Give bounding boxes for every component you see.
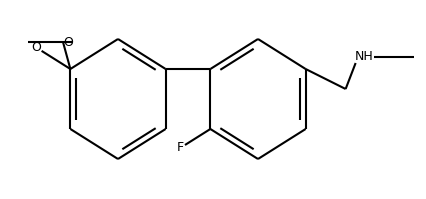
Text: O: O bbox=[32, 41, 41, 54]
Text: F: F bbox=[177, 141, 184, 154]
Text: O: O bbox=[63, 35, 73, 49]
Text: NH: NH bbox=[354, 51, 372, 63]
